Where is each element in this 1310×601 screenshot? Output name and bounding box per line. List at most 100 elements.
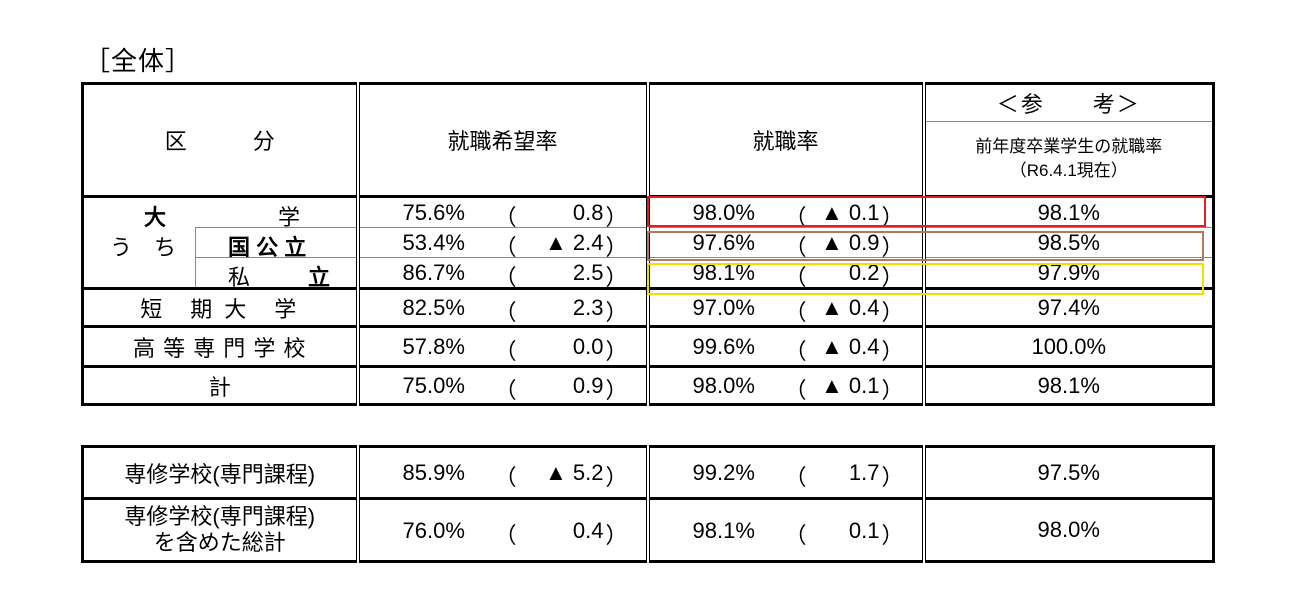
hope-rate-grand-total: 76.0% （ 0.4 ） bbox=[357, 498, 650, 562]
hope-change: 2.3 bbox=[572, 295, 604, 320]
grand-total-label-line1: 専修学校(専門課程) bbox=[124, 504, 316, 529]
emp-value: 99.6% bbox=[692, 334, 755, 359]
employment-rate-vocational: 99.2% （ 1.7 ） bbox=[647, 446, 926, 499]
emp-change: 1.7 bbox=[848, 460, 880, 485]
private-label-a: 私 bbox=[228, 265, 251, 290]
employment-rate-university: 98.0% （ ▲ 0.1 ） bbox=[647, 196, 926, 230]
hope-value: 86.7% bbox=[402, 260, 465, 285]
paren-open: （ bbox=[494, 205, 517, 230]
row-label-vocational: 専修学校(専門課程) bbox=[82, 446, 360, 499]
employment-rate-grand-total: 98.1% （ 0.1 ） bbox=[647, 498, 926, 562]
paren-close: ） bbox=[881, 378, 904, 403]
row-label-total: 計 bbox=[82, 366, 360, 405]
paren-open: （ bbox=[494, 465, 517, 490]
emp-value: 98.0% bbox=[692, 373, 755, 398]
paren-close: ） bbox=[881, 300, 904, 325]
row-label-junior-college: 短 期 大 学 bbox=[82, 288, 360, 327]
header-hope-rate: 就職希望率 bbox=[357, 83, 650, 198]
hope-rate-vocational: 85.9% （ ▲ 5.2 ） bbox=[357, 446, 650, 499]
hope-value: 85.9% bbox=[402, 460, 465, 485]
paren-open: （ bbox=[784, 339, 807, 364]
hope-change: 0.0 bbox=[572, 334, 604, 359]
uchi-label: う ち bbox=[110, 234, 177, 260]
paren-open: （ bbox=[784, 265, 807, 290]
paren-close: ） bbox=[605, 300, 628, 325]
vocational-table: 専修学校(専門課程) 85.9% （ ▲ 5.2 ） 99.2% （ 1.7 ）… bbox=[81, 445, 1215, 563]
emp-value: 97.6% bbox=[692, 230, 755, 255]
paren-close: ） bbox=[605, 465, 628, 490]
hope-value: 75.0% bbox=[402, 373, 465, 398]
paren-open: （ bbox=[494, 339, 517, 364]
ref-rate-private: 97.9% bbox=[923, 257, 1214, 289]
paren-close: ） bbox=[881, 465, 904, 490]
paren-open: （ bbox=[784, 378, 807, 403]
emp-change: ▲ 0.1 bbox=[821, 200, 880, 225]
paren-close: ） bbox=[881, 339, 904, 364]
paren-close: ） bbox=[881, 235, 904, 260]
emp-value: 98.1% bbox=[692, 260, 755, 285]
hope-change: 0.4 bbox=[572, 517, 604, 543]
hope-value: 76.0% bbox=[402, 517, 465, 543]
paren-close: ） bbox=[605, 235, 628, 260]
hope-rate-junior-college: 82.5% （ 2.3 ） bbox=[357, 288, 650, 327]
row-label-technical-college: 高 等 専 門 学 校 bbox=[82, 326, 360, 367]
paren-close: ） bbox=[605, 205, 628, 230]
emp-change: ▲ 0.1 bbox=[821, 373, 880, 398]
paren-open: （ bbox=[494, 522, 517, 548]
hope-change: ▲ 5.2 bbox=[545, 460, 604, 485]
ref-rate-technical-college: 100.0% bbox=[1031, 333, 1107, 359]
paren-open: （ bbox=[784, 465, 807, 490]
ref-rate-grand-total: 98.0% bbox=[1037, 517, 1100, 542]
hope-rate-university: 75.6% （ 0.8 ） bbox=[357, 196, 650, 230]
employment-table: 区 分 就職希望率 就職率 ＜参 考＞ 前年度卒業学生の就職率 （R6.4.1現… bbox=[81, 82, 1216, 406]
paren-open: （ bbox=[784, 300, 807, 325]
emp-value: 97.0% bbox=[692, 295, 755, 320]
ref-rate-university: 98.1% bbox=[1037, 199, 1100, 225]
row-label-university: 大 学 bbox=[82, 196, 360, 230]
paren-close: ） bbox=[605, 339, 628, 364]
hope-change: ▲ 2.4 bbox=[545, 230, 604, 255]
hope-value: 57.8% bbox=[402, 334, 465, 359]
paren-open: （ bbox=[784, 205, 807, 230]
hope-rate-private: 86.7% （ 2.5 ） bbox=[357, 257, 650, 290]
paren-open: （ bbox=[784, 235, 807, 260]
emp-value: 98.0% bbox=[692, 200, 755, 225]
paren-close: ） bbox=[605, 522, 628, 548]
paren-open: （ bbox=[494, 300, 517, 325]
hope-rate-technical-college: 57.8% （ 0.0 ） bbox=[357, 326, 650, 367]
hope-value: 82.5% bbox=[402, 295, 465, 320]
paren-close: ） bbox=[881, 205, 904, 230]
header-employment-rate: 就職率 bbox=[647, 83, 926, 198]
employment-rate-total: 98.0% （ ▲ 0.1 ） bbox=[647, 366, 926, 405]
row-label-grand-total: 専修学校(専門課程) を含めた総計 bbox=[82, 498, 360, 562]
hope-value: 53.4% bbox=[402, 230, 465, 255]
ref-rate-total: 98.1% bbox=[1037, 372, 1100, 398]
paren-close: ） bbox=[881, 265, 904, 290]
ref-rate-national: 98.5% bbox=[923, 227, 1214, 258]
paren-close: ） bbox=[881, 522, 904, 548]
emp-change: ▲ 0.4 bbox=[821, 295, 880, 320]
paren-close: ） bbox=[605, 265, 628, 290]
university-label-b: 学 bbox=[278, 205, 301, 230]
emp-change: 0.2 bbox=[848, 260, 880, 285]
employment-rate-junior-college: 97.0% （ ▲ 0.4 ） bbox=[647, 288, 926, 327]
emp-change: 0.1 bbox=[848, 517, 880, 543]
hope-rate-total: 75.0% （ 0.9 ） bbox=[357, 366, 650, 405]
paren-open: （ bbox=[494, 265, 517, 290]
private-label-b: 立 bbox=[308, 265, 331, 290]
employment-rate-private: 98.1% （ 0.2 ） bbox=[647, 257, 926, 290]
grand-total-label-line2: を含めた総計 bbox=[153, 530, 286, 555]
row-label-national: 国 公 立 bbox=[194, 227, 360, 260]
university-label-a: 大 bbox=[144, 205, 167, 230]
reference-sub-line2: （R6.4.1現在） bbox=[1009, 160, 1128, 180]
hope-value: 75.6% bbox=[402, 200, 465, 225]
paren-close: ） bbox=[605, 378, 628, 403]
header-reference-sub: 前年度卒業学生の就職率 （R6.4.1現在） bbox=[923, 121, 1214, 198]
row-label-private: 私 立 bbox=[194, 257, 360, 290]
ref-rate-junior-college: 97.4% bbox=[1037, 294, 1100, 320]
hope-change: 0.8 bbox=[572, 200, 604, 225]
paren-open: （ bbox=[784, 522, 807, 548]
emp-value: 98.1% bbox=[692, 517, 755, 543]
national-label: 国 公 立 bbox=[228, 235, 307, 260]
hope-change: 0.9 bbox=[572, 373, 604, 398]
